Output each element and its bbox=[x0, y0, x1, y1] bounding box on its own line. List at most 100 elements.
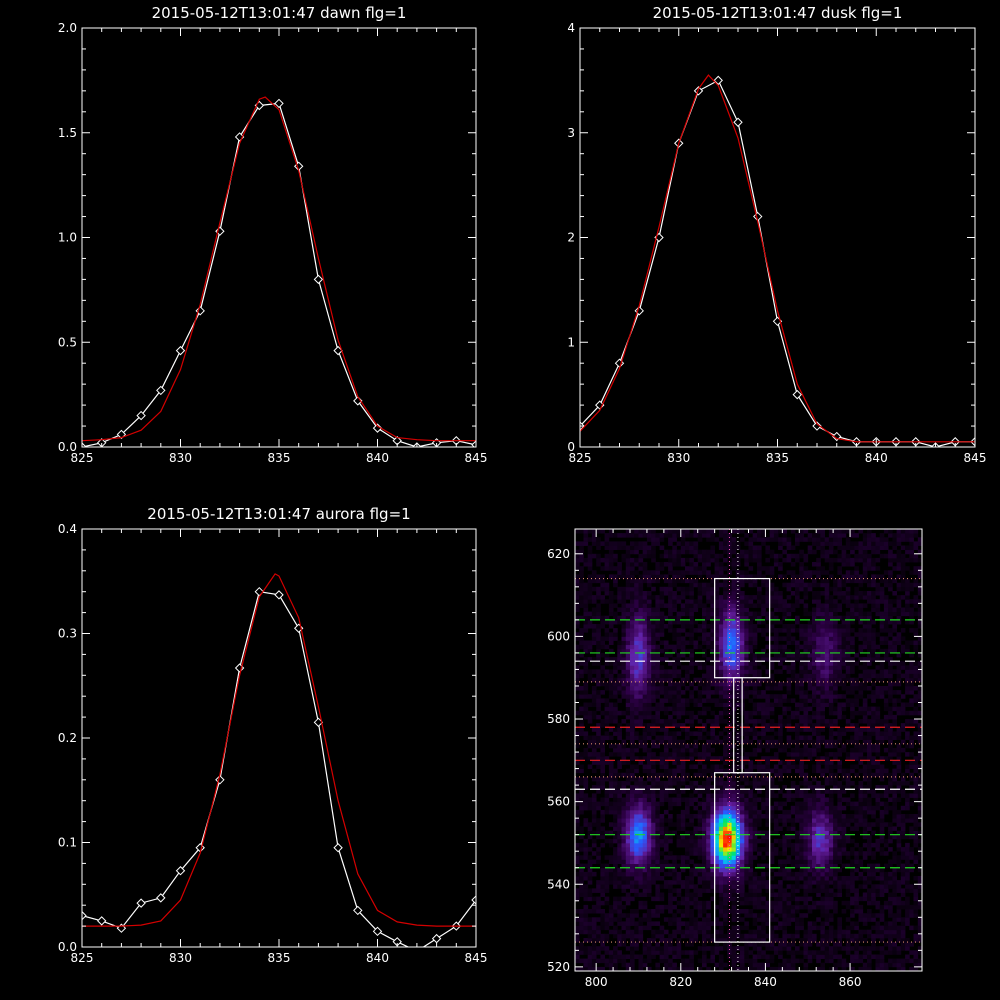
heatmap-cell bbox=[795, 747, 800, 753]
heatmap-cell bbox=[659, 599, 665, 604]
heatmap-cell bbox=[744, 636, 749, 641]
heatmap-cell bbox=[655, 690, 661, 695]
heatmap-cell bbox=[680, 896, 686, 902]
heatmap-cell bbox=[735, 888, 741, 893]
heatmap-cell bbox=[773, 681, 779, 687]
heatmap-cell bbox=[740, 628, 745, 633]
heatmap-cell bbox=[659, 669, 665, 674]
heatmap-cell bbox=[625, 863, 631, 869]
heatmap-cell bbox=[748, 537, 754, 542]
heatmap-cell bbox=[816, 611, 821, 617]
heatmap-cell bbox=[668, 900, 673, 906]
heatmap-cell bbox=[685, 888, 690, 893]
heatmap-cell bbox=[591, 752, 597, 757]
heatmap-cell bbox=[752, 673, 758, 679]
line-panel-1: 825 830 835 840 8450.00.51.01.52.02015-05-12… bbox=[58, 4, 488, 465]
heatmap-cell bbox=[799, 781, 804, 786]
heatmap-cell bbox=[659, 801, 665, 807]
heatmap-cell bbox=[625, 847, 631, 852]
heatmap-cell bbox=[769, 814, 775, 819]
heatmap-cell bbox=[723, 595, 728, 600]
heatmap-cell bbox=[621, 954, 627, 960]
heatmap-cell bbox=[769, 925, 775, 931]
heatmap-cell bbox=[617, 842, 622, 848]
heatmap-cell bbox=[634, 607, 639, 613]
heatmap-cell bbox=[773, 562, 779, 567]
heatmap-cell bbox=[778, 867, 783, 873]
heatmap-cell bbox=[604, 731, 610, 736]
heatmap-cell bbox=[621, 624, 627, 629]
heatmap-cell bbox=[744, 752, 749, 757]
heatmap-cell bbox=[689, 913, 694, 918]
heatmap-cell bbox=[655, 929, 661, 935]
heatmap-cell bbox=[646, 855, 652, 860]
heatmap-cell bbox=[714, 785, 720, 790]
heatmap-cell bbox=[769, 628, 775, 633]
heatmap-cell bbox=[744, 958, 749, 964]
heatmap-cell bbox=[816, 888, 821, 893]
heatmap-cell bbox=[600, 665, 606, 670]
heatmap-cell bbox=[697, 661, 703, 666]
heatmap-cell bbox=[591, 838, 597, 844]
heatmap-cell bbox=[676, 834, 682, 840]
heatmap-cell bbox=[604, 838, 610, 844]
heatmap-cell bbox=[748, 805, 754, 811]
heatmap-cell bbox=[575, 553, 580, 559]
heatmap-cell bbox=[731, 863, 737, 869]
heatmap-cell bbox=[757, 938, 762, 943]
heatmap-cell bbox=[651, 826, 656, 831]
heatmap-cell bbox=[659, 838, 665, 844]
heatmap-cell bbox=[786, 739, 792, 745]
heatmap-cell bbox=[634, 880, 639, 885]
heatmap-cell bbox=[591, 698, 597, 703]
heatmap-cell bbox=[638, 611, 644, 617]
heatmap-cell bbox=[778, 776, 783, 782]
heatmap-cell bbox=[731, 785, 737, 790]
heatmap-cell bbox=[799, 652, 804, 658]
heatmap-cell bbox=[638, 677, 644, 683]
heatmap-cell bbox=[587, 557, 593, 563]
heatmap-cell bbox=[782, 706, 788, 712]
heatmap-cell bbox=[617, 789, 622, 794]
heatmap-cell bbox=[693, 752, 699, 757]
heatmap-cell bbox=[752, 805, 758, 811]
heatmap-cell bbox=[702, 888, 707, 893]
heatmap-cell bbox=[714, 574, 720, 579]
heatmap-cell bbox=[727, 896, 732, 902]
heatmap-cell bbox=[659, 545, 665, 551]
heatmap-cell bbox=[778, 938, 783, 943]
heatmap-cell bbox=[812, 863, 817, 869]
heatmap-cell bbox=[634, 855, 639, 860]
heatmap-cell bbox=[646, 867, 652, 873]
heatmap-cell bbox=[706, 880, 711, 885]
heatmap-cell bbox=[702, 917, 707, 922]
heatmap-cell bbox=[697, 904, 703, 910]
heatmap-cell bbox=[617, 545, 622, 551]
heatmap-cell bbox=[608, 636, 614, 641]
heatmap-cell bbox=[689, 892, 694, 898]
heatmap-cell bbox=[685, 648, 690, 654]
heatmap-cell bbox=[803, 537, 809, 542]
heatmap-cell bbox=[769, 574, 775, 579]
heatmap-cell bbox=[816, 743, 821, 749]
heatmap-cell bbox=[621, 785, 627, 790]
heatmap-cell bbox=[659, 537, 665, 542]
heatmap-cell bbox=[651, 859, 656, 865]
heatmap-cell bbox=[668, 933, 673, 939]
heatmap-cell bbox=[651, 545, 656, 551]
heatmap-cell bbox=[689, 698, 694, 703]
heatmap-cell bbox=[803, 938, 809, 943]
heatmap-cell bbox=[676, 694, 682, 699]
heatmap-cell bbox=[689, 950, 694, 955]
heatmap-cell bbox=[579, 805, 584, 811]
heatmap-cell bbox=[744, 681, 749, 687]
heatmap-cell bbox=[820, 942, 826, 947]
heatmap-cell bbox=[731, 776, 737, 782]
heatmap-cell bbox=[782, 628, 788, 633]
heatmap-cell bbox=[714, 553, 720, 559]
heatmap-cell bbox=[617, 743, 622, 749]
heatmap-cell bbox=[672, 661, 677, 666]
heatmap-cell bbox=[613, 681, 618, 687]
heatmap-cell bbox=[778, 644, 783, 650]
heatmap-cell bbox=[727, 809, 732, 815]
